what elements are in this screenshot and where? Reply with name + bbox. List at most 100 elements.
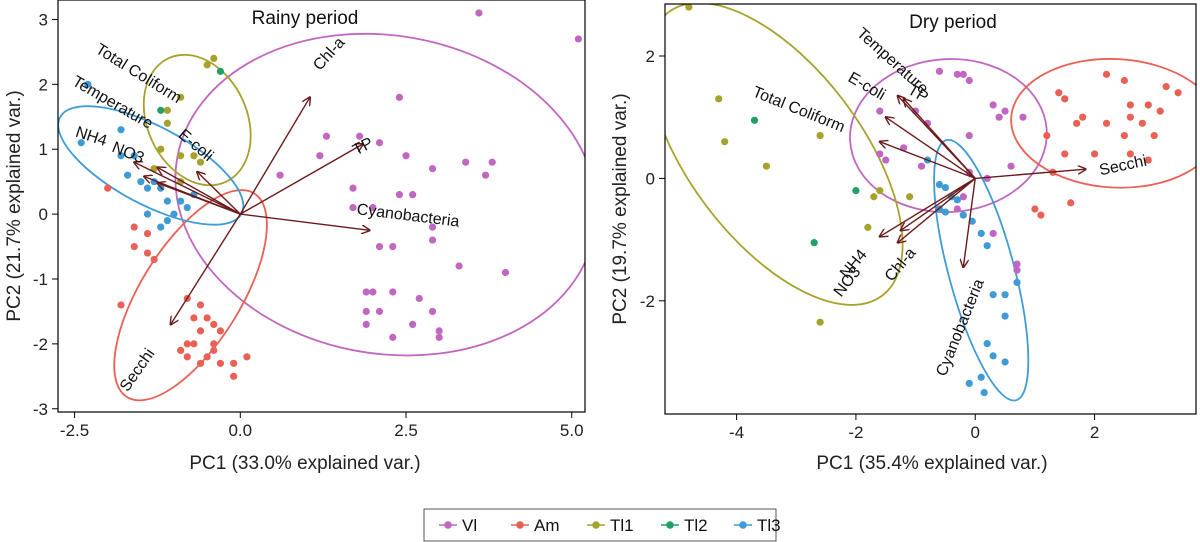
point-vl: [1013, 260, 1021, 268]
point-vl: [362, 320, 370, 329]
point-tl3: [941, 208, 950, 216]
point-tl3: [137, 178, 145, 186]
point-vl: [965, 76, 973, 85]
point-tl1: [906, 193, 914, 201]
loading-arrow: [240, 213, 369, 230]
panel-dry-title: Dry period: [909, 12, 997, 33]
point-am: [230, 372, 238, 380]
point-vl: [389, 288, 397, 296]
point-am: [130, 242, 138, 251]
x-tick-label: -2.5: [60, 421, 89, 440]
ellipse-am: [1010, 58, 1196, 189]
point-tl3: [1001, 291, 1009, 299]
ellipse-vl: [849, 58, 1048, 214]
point-am: [1031, 205, 1039, 213]
loading-label: Cyanobacteria: [356, 201, 461, 230]
point-tl3: [965, 379, 973, 388]
point-tl3: [163, 216, 171, 225]
x-tick-label: 0.0: [228, 421, 252, 440]
y-tick-label: -2: [640, 292, 655, 311]
point-am: [203, 314, 211, 322]
point-tl3: [117, 152, 125, 160]
point-tl1: [864, 223, 872, 231]
loading-label: E-coli: [845, 69, 888, 104]
ellipse-vl: [174, 32, 585, 357]
point-am: [1079, 113, 1087, 121]
point-vl: [1019, 113, 1027, 121]
loading-arrow: [197, 172, 241, 215]
legend-label-tl1: Tl1: [610, 516, 634, 535]
y-tick-label: 2: [39, 75, 48, 94]
point-vl: [375, 307, 384, 316]
point-tl1: [190, 152, 198, 160]
point-vl: [995, 113, 1003, 121]
point-tl2: [157, 106, 165, 114]
ellipse-tl1: [142, 53, 252, 187]
y-tick-label: -1: [33, 270, 48, 289]
point-vl: [375, 139, 384, 147]
point-am: [177, 346, 185, 354]
panel-rainy-ylabel: PC2 (21.7% explained var.): [4, 90, 25, 321]
point-am: [1067, 199, 1075, 207]
point-am: [216, 327, 225, 335]
point-tl3: [130, 152, 138, 160]
point-vl: [349, 184, 357, 192]
point-am: [196, 301, 205, 309]
point-am: [1162, 83, 1170, 91]
point-am: [1144, 101, 1152, 109]
loading-arrow: [880, 142, 976, 180]
point-tl1: [870, 193, 878, 201]
point-vl: [375, 242, 384, 251]
point-tl3: [947, 193, 955, 201]
point-am: [1102, 70, 1111, 78]
point-vl: [356, 132, 364, 140]
point-am: [150, 255, 158, 264]
point-tl3: [170, 210, 178, 218]
point-vl: [965, 131, 973, 140]
point-tl1: [163, 106, 171, 114]
loading-label: NH4: [73, 124, 109, 150]
point-tl3: [143, 184, 152, 192]
point-am: [1156, 107, 1164, 115]
point-tl3: [980, 388, 988, 397]
point-tl1: [816, 131, 824, 140]
panel-rainy-xlabel: PC1 (33.0% explained var.): [189, 453, 420, 474]
point-tl3: [935, 180, 944, 189]
point-tl2: [810, 239, 818, 247]
point-tl3: [163, 197, 171, 205]
ellipse-tl1: [665, 4, 904, 306]
loading-arrow: [157, 167, 241, 215]
x-tick-label: 2.5: [394, 421, 418, 440]
loading-arrow: [171, 213, 241, 324]
point-tl1: [715, 95, 723, 103]
point-vl: [322, 132, 331, 140]
point-tl3: [77, 139, 85, 147]
x-tick-label: -2: [848, 423, 863, 442]
point-tl3: [983, 340, 991, 348]
point-vl: [276, 171, 284, 179]
point-am: [1120, 76, 1129, 85]
point-am: [210, 320, 218, 329]
point-tl3: [183, 204, 191, 212]
point-tl1: [196, 158, 205, 166]
point-am: [1102, 119, 1111, 127]
panel-dry-frame: [664, 3, 1197, 415]
point-tl3: [989, 352, 997, 360]
point-vl: [362, 288, 370, 296]
point-vl: [395, 93, 403, 101]
point-tl3: [959, 211, 967, 219]
y-tick-label: 1: [39, 140, 48, 159]
ellipse-am: [113, 189, 268, 402]
legend-marker-tl2: [666, 521, 674, 529]
x-tick-label: 0: [971, 423, 980, 442]
point-vl: [481, 171, 490, 179]
point-am: [1061, 95, 1069, 103]
loading-arrow: [904, 99, 976, 179]
point-am: [196, 359, 205, 367]
y-tick-label: 2: [646, 47, 655, 66]
point-vl: [501, 268, 510, 277]
panel-dry-yticks: -2 0 2: [640, 47, 665, 311]
point-tl3: [177, 197, 185, 205]
legend-label-am: Am: [534, 516, 560, 535]
